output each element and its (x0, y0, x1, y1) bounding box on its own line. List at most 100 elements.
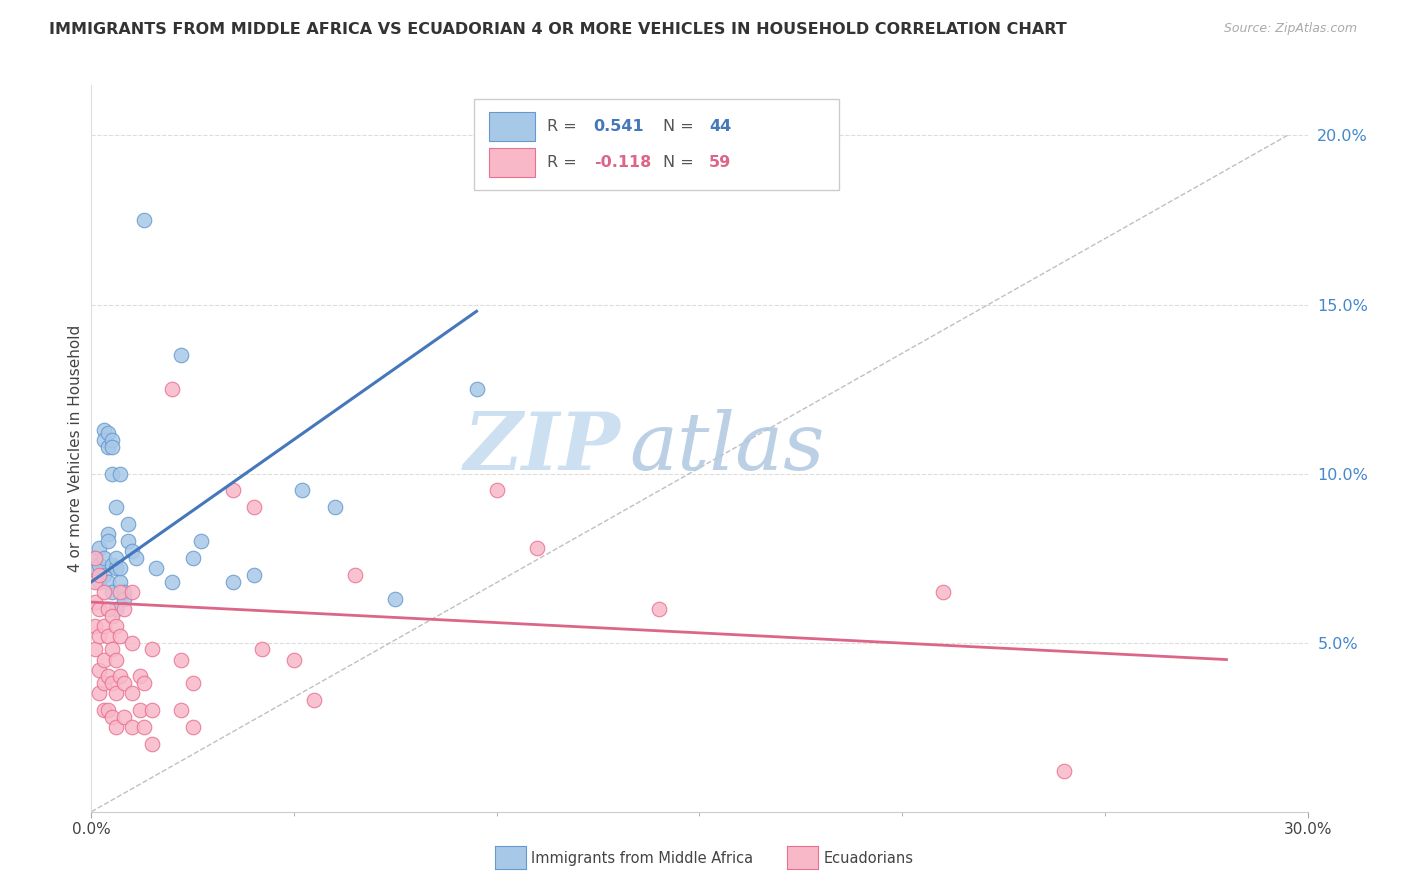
Point (108, 561, 131, 575)
Point (121, 544, 143, 558)
Point (84, 595, 107, 609)
FancyBboxPatch shape (489, 112, 536, 141)
Point (141, 642, 163, 657)
Point (89, 558, 111, 572)
Point (343, 568, 366, 582)
Point (117, 534, 139, 549)
Point (112, 585, 135, 599)
Point (89, 541, 111, 555)
Point (93, 585, 115, 599)
Point (121, 720, 143, 734)
Point (132, 720, 155, 734)
Text: 44: 44 (709, 119, 731, 134)
Point (97, 703, 120, 717)
Point (100, 467, 122, 481)
Point (89, 686, 111, 700)
Point (84, 574, 107, 589)
Point (104, 561, 127, 575)
Point (89, 629, 111, 643)
Point (89, 568, 111, 582)
Point (190, 534, 212, 549)
Point (250, 642, 273, 657)
Point (93, 433, 115, 447)
Point (100, 585, 122, 599)
Point (97, 527, 120, 541)
Text: R =: R = (547, 155, 582, 170)
Point (931, 585, 953, 599)
Point (108, 574, 131, 589)
Point (141, 737, 163, 751)
Text: 59: 59 (709, 155, 731, 170)
Point (121, 686, 143, 700)
Point (181, 551, 204, 566)
Point (132, 213, 155, 227)
Point (104, 602, 127, 616)
Point (104, 500, 127, 515)
Point (323, 500, 346, 515)
Point (108, 669, 131, 683)
Point (108, 585, 131, 599)
Point (242, 500, 264, 515)
Point (117, 517, 139, 532)
Point (125, 551, 148, 566)
Point (304, 693, 326, 707)
Point (97, 440, 120, 454)
Point (84, 642, 107, 657)
Point (108, 629, 131, 643)
Point (112, 710, 135, 724)
Point (104, 652, 127, 666)
Point (1053, 764, 1076, 779)
Point (100, 676, 122, 690)
Point (291, 483, 314, 498)
Point (89, 574, 111, 589)
Text: R =: R = (547, 119, 582, 134)
Point (84, 551, 107, 566)
Text: ZIP: ZIP (464, 409, 620, 487)
Text: 0.541: 0.541 (593, 119, 644, 134)
Point (84, 561, 107, 575)
Point (384, 591, 406, 606)
Point (89, 602, 111, 616)
Point (648, 602, 671, 616)
Point (93, 423, 115, 437)
Point (132, 676, 155, 690)
Point (100, 608, 122, 623)
Text: Source: ZipAtlas.com: Source: ZipAtlas.com (1223, 22, 1357, 36)
Point (104, 619, 127, 633)
Point (84, 619, 107, 633)
Point (169, 703, 191, 717)
Point (97, 602, 120, 616)
Point (93, 551, 115, 566)
Point (108, 467, 131, 481)
Point (112, 602, 135, 616)
Point (485, 483, 508, 498)
Point (97, 425, 120, 440)
Point (100, 558, 122, 572)
Text: N =: N = (664, 155, 699, 170)
Point (100, 440, 122, 454)
Point (104, 720, 127, 734)
Point (181, 676, 204, 690)
Text: atlas: atlas (628, 409, 824, 487)
Text: N =: N = (664, 119, 699, 134)
Point (100, 433, 122, 447)
Point (141, 703, 163, 717)
Text: -0.118: -0.118 (593, 155, 651, 170)
Point (121, 635, 143, 649)
Point (242, 568, 264, 582)
Point (112, 676, 135, 690)
Point (129, 703, 152, 717)
Point (89, 663, 111, 677)
FancyBboxPatch shape (489, 148, 536, 178)
Point (112, 591, 135, 606)
Point (169, 348, 191, 362)
Point (93, 619, 115, 633)
Point (222, 483, 245, 498)
Point (162, 382, 184, 396)
Text: Ecuadorians: Ecuadorians (824, 851, 914, 865)
Text: IMMIGRANTS FROM MIDDLE AFRICA VS ECUADORIAN 4 OR MORE VEHICLES IN HOUSEHOLD CORR: IMMIGRANTS FROM MIDDLE AFRICA VS ECUADOR… (49, 22, 1067, 37)
Point (93, 652, 115, 666)
Point (97, 629, 120, 643)
Point (104, 551, 127, 566)
Point (283, 652, 305, 666)
